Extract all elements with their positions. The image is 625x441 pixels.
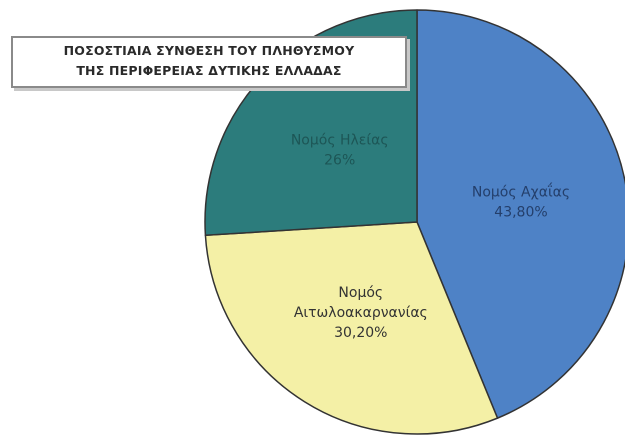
- slice-percent-2: 30,20%: [334, 325, 387, 341]
- pie-labels: Νομός Αχαΐας 43,80% Νομός Αιτωλοακαρνανίας 3…: [291, 132, 570, 341]
- slice-label-1: Νομός Αχαΐας 43,80%: [472, 183, 570, 221]
- slice-name-2: Αιτωλοακαρνανίας: [294, 305, 428, 321]
- slice-label-2: Νομός Αιτωλοακαρνανίας 30,20%: [294, 285, 428, 341]
- slice-percent-3: 26%: [324, 152, 355, 168]
- chart-title-line-2: ΤΗΣ ΠΕΡΙΦΕΡΕΙΑΣ ΔΥΤΙΚΗΣ ΕΛΛΑΔΑΣ: [76, 63, 342, 78]
- slice-name-3: Νομός Ηλείας: [291, 132, 389, 148]
- pie-slice-2: [204, 221, 499, 435]
- slice-label-3: Νομός Ηλείας 26%: [291, 132, 389, 168]
- slice-name-2: Νομός: [338, 285, 383, 301]
- slice-name-1: Νομός Αχαΐας: [472, 183, 570, 201]
- chart-title-line-1: ΠΟΣΟΣΤΙΑΙΑ ΣΥΝΘΕΣΗ ΤΟΥ ΠΛΗΘΥΣΜΟΥ: [63, 43, 355, 58]
- chart-title: ΠΟΣΟΣΤΙΑΙΑ ΣΥΝΘΕΣΗ ΤΟΥ ΠΛΗΘΥΣΜΟΥ ΤΗΣ ΠΕΡ…: [11, 36, 407, 88]
- slice-percent-1: 43,80%: [494, 205, 547, 221]
- pie-slices: [204, 9, 625, 435]
